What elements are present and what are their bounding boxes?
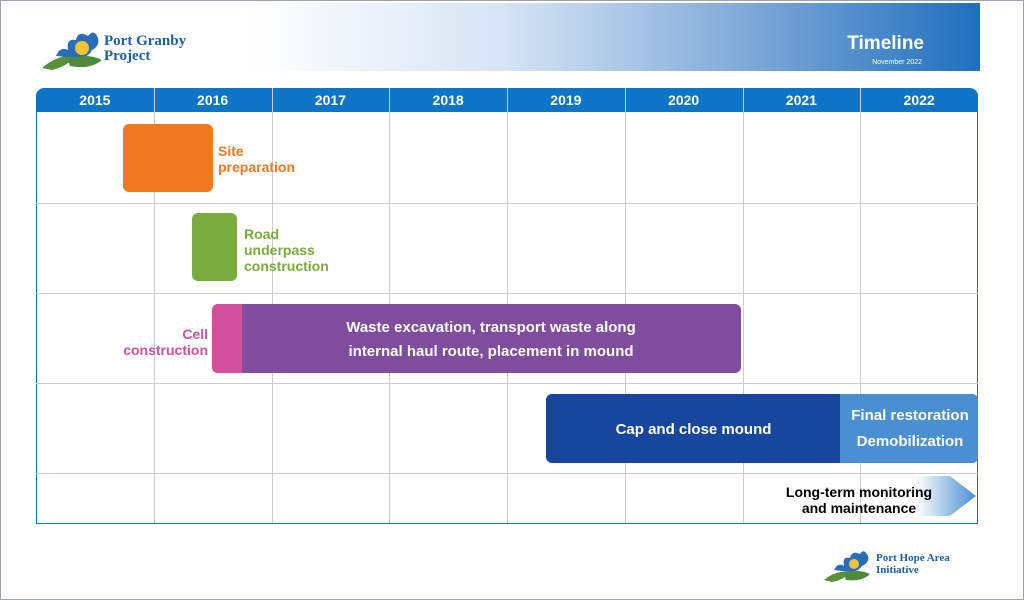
row-divider [36, 473, 978, 474]
grid-border [36, 112, 978, 524]
page-title: Timeline [847, 33, 924, 54]
long-term-arrow [916, 476, 976, 516]
final-restoration-bar [840, 394, 978, 463]
cell-construction-bar [212, 304, 242, 373]
cell-construction-label: Cell construction [123, 326, 208, 358]
year-label: 2018 [432, 92, 464, 108]
year-label: 2022 [903, 92, 935, 108]
year-label: 2020 [668, 92, 700, 108]
year-label: 2016 [197, 92, 229, 108]
waste-excavation-bar [212, 304, 741, 373]
row-divider [36, 293, 978, 294]
row-divider [36, 203, 978, 204]
logo2-text: Port Hope Area Initiative [876, 552, 950, 576]
site-prep-label: Site preparation [218, 143, 296, 175]
row-divider [36, 383, 978, 384]
long-term-label: Long-term monitoring and maintenance [785, 484, 933, 516]
demobilization-label: Demobilization [856, 433, 964, 450]
header-band: Timeline November 2022 [250, 3, 980, 71]
port-granby-logo: Port Granby Project [38, 16, 218, 74]
year-label: 2017 [314, 92, 346, 108]
site-prep-bar [123, 124, 213, 192]
oak-leaf-icon [824, 551, 870, 582]
waste-excavation-label: Waste excavation, transport waste along … [346, 319, 636, 360]
road-underpass-label: Road underpass construction [244, 226, 329, 274]
column-divider [742, 88, 744, 524]
logo-text: Port Granby Project [104, 33, 187, 64]
year-label: 2021 [785, 92, 817, 108]
road-underpass-bar [192, 213, 237, 281]
port-hope-logo: Port Hope Area Initiative [822, 540, 982, 588]
year-label: 2015 [79, 92, 111, 108]
year-label: 2019 [550, 92, 582, 108]
oak-leaf-icon [42, 32, 102, 70]
column-divider [860, 88, 862, 524]
final-restoration-label: Final restoration [851, 407, 969, 424]
page-date: November 2022 [872, 59, 922, 66]
timeline-grid: 2015 2016 2017 2018 2019 2020 2021 2022 Site pr… [36, 88, 978, 524]
column-divider [153, 88, 155, 524]
cap-close-label: Cap and close mound [615, 421, 772, 438]
